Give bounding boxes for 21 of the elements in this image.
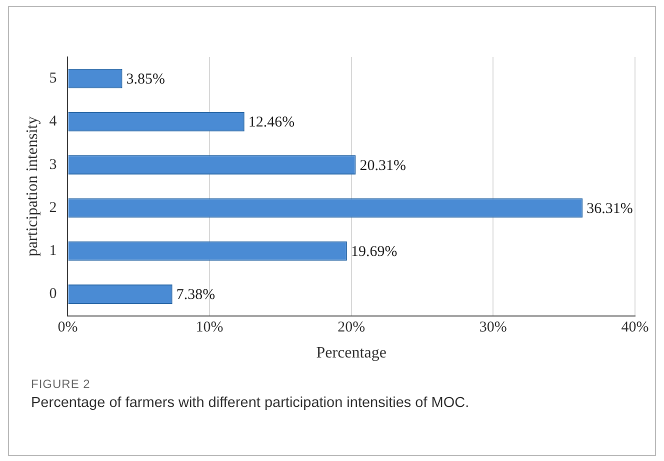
y-tick-label: 2 (49, 200, 57, 216)
data-label: 20.31% (360, 158, 406, 174)
text: Percentage of farmers with different participation intensities of MOC. (31, 395, 470, 411)
y-tick-label: 0 (49, 286, 57, 302)
data-label: 3.85% (126, 72, 166, 88)
x-axis-title: Percentage (316, 344, 386, 362)
y-tick-label: 1 (49, 243, 57, 260)
x-tick-label: 10% (196, 320, 224, 336)
y-tick-label: 5 (49, 70, 57, 87)
data-label: 7.38% (176, 287, 216, 304)
x-tick-label: 0% (58, 320, 78, 336)
x-tick-label: 30% (479, 320, 507, 336)
y-tick-label: 4 (49, 114, 58, 130)
y-tick-label: 3 (49, 156, 57, 173)
data-label: 12.46% (248, 114, 295, 131)
x-tick-label: 40% (621, 320, 649, 336)
data-label: 19.69% (350, 244, 398, 260)
data-label: 36.31% (586, 200, 633, 217)
x-tick-label: 20% (338, 320, 366, 336)
y-axis-title: participation intensity (24, 116, 41, 256)
caption: FIGURE 2 (31, 377, 92, 391)
